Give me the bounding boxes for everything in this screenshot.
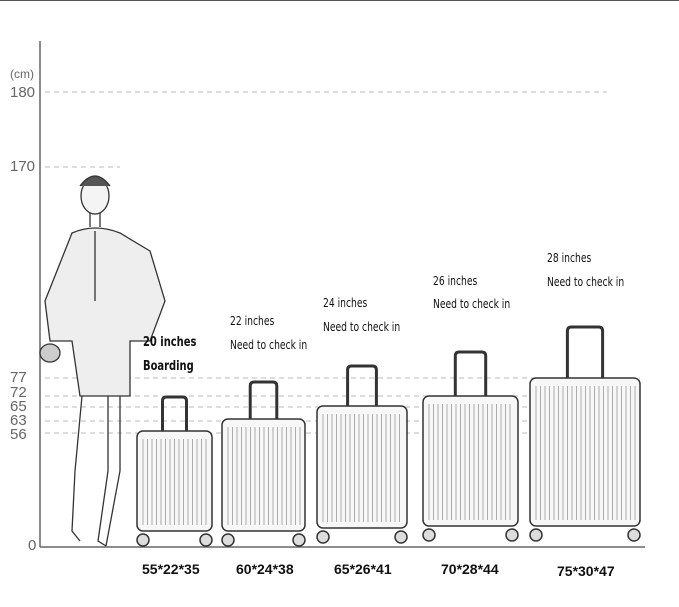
- tick-label: 180: [10, 84, 36, 101]
- suitcase-handle: [161, 395, 188, 431]
- suitcase-body: [529, 377, 641, 527]
- wheel: [136, 533, 150, 547]
- suitcase-dimensions: 65*26*41: [334, 561, 392, 577]
- suitcase-body: [316, 405, 408, 529]
- wheel: [199, 533, 213, 547]
- suitcase: [529, 325, 641, 542]
- suitcase-dimensions: 70*28*44: [441, 561, 499, 577]
- suitcase-body: [221, 418, 306, 532]
- suitcase-note: Boarding: [143, 359, 194, 374]
- tick-label: 72: [10, 384, 27, 401]
- tick-label: 170: [10, 158, 36, 175]
- wheel: [529, 528, 543, 542]
- suitcase-body: [422, 395, 519, 527]
- wheel: [394, 530, 408, 544]
- suitcase-size-label: 24 inches: [323, 296, 368, 310]
- suitcase: [316, 364, 408, 544]
- suitcase-handle: [346, 364, 378, 406]
- suitcase-note: Need to check in: [230, 338, 308, 352]
- tick-label: 65: [10, 398, 27, 415]
- suitcase-size-label: 22 inches: [230, 314, 275, 328]
- tick-label: 63: [10, 412, 27, 429]
- wheel: [422, 528, 436, 542]
- wheel: [316, 530, 330, 544]
- suitcase-handle: [248, 380, 279, 419]
- suitcase: [136, 395, 213, 547]
- suitcase-note: Need to check in: [323, 320, 401, 334]
- tick-label: 77: [10, 369, 27, 386]
- suitcase-size-label: 28 inches: [547, 251, 592, 265]
- wheel: [627, 528, 641, 542]
- suitcase-size-label: 20 inches: [143, 335, 197, 350]
- suitcase: [422, 350, 519, 542]
- suitcase-handle: [453, 350, 488, 396]
- suitcase-size-label: 26 inches: [433, 274, 478, 288]
- wheel: [505, 528, 519, 542]
- wheel: [292, 533, 306, 547]
- tick-label: 0: [28, 537, 37, 554]
- wheel: [221, 533, 235, 547]
- suitcase-note: Need to check in: [433, 297, 511, 311]
- suitcase: [221, 380, 306, 547]
- suitcase-note: Need to check in: [547, 275, 625, 289]
- axis-unit: (cm): [10, 67, 34, 81]
- woman-figure: [39, 175, 166, 547]
- tick-label: 56: [10, 426, 27, 443]
- suitcase-dimensions: 75*30*47: [557, 563, 615, 579]
- suitcase-dimensions: 55*22*35: [142, 561, 200, 577]
- suitcase-handle: [565, 325, 605, 378]
- suitcase-dimensions: 60*24*38: [236, 561, 294, 577]
